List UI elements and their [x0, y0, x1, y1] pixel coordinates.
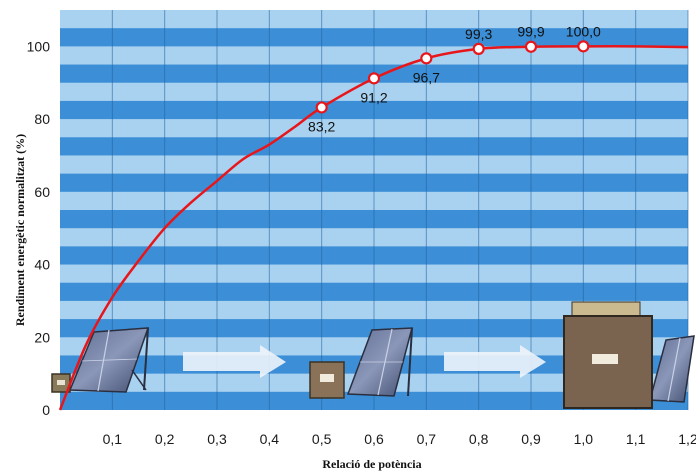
y-axis-label: Rendiment energètic normalitzat (%): [13, 134, 27, 326]
data-point-marker: [315, 101, 328, 114]
x-axis-tick-labels: 0,1 0,2 0,3 0,4 0,5 0,6 0,7 0,8 0,9 1,0 1,1 1,2: [103, 431, 696, 447]
y-tick-label: 0: [42, 402, 50, 418]
data-label: 99,3: [465, 26, 492, 42]
x-tick-label: 1,2: [678, 431, 696, 447]
data-label: 100,0: [566, 23, 601, 39]
data-point-marker: [577, 40, 590, 53]
x-tick-label: 1,1: [626, 431, 646, 447]
y-tick-label: 100: [27, 38, 51, 54]
arrow-right-icon: [444, 345, 546, 378]
data-label: 91,2: [360, 89, 387, 105]
x-tick-label: 0,1: [103, 431, 123, 447]
x-tick-label: 0,6: [364, 431, 384, 447]
x-tick-label: 0,3: [207, 431, 227, 447]
data-point-marker: [367, 72, 381, 85]
x-tick-label: 0,7: [417, 431, 437, 447]
x-tick-label: 1,0: [574, 431, 594, 447]
data-point-marker: [524, 40, 538, 53]
data-label: 99,9: [517, 24, 544, 40]
x-axis-label: Relació de potència: [322, 457, 421, 471]
y-tick-label: 20: [34, 329, 50, 345]
data-point-marker: [472, 42, 485, 56]
y-tick-label: 40: [34, 257, 50, 273]
vertical-gridlines: [111, 10, 689, 410]
x-tick-label: 0,4: [260, 431, 280, 447]
solar-panel-medium-inverter-icon: [309, 327, 413, 399]
x-tick-label: 0,9: [521, 431, 541, 447]
data-label: 96,7: [413, 69, 440, 85]
y-tick-label: 80: [34, 111, 50, 127]
x-tick-label: 0,2: [155, 431, 175, 447]
solar-panel-large-inverter-icon: [563, 301, 695, 409]
y-axis-tick-labels: 0 20 40 60 80 100: [27, 38, 51, 418]
y-tick-label: 60: [34, 184, 50, 200]
x-tick-label: 0,8: [469, 431, 489, 447]
data-label: 83,2: [308, 118, 335, 134]
data-points: 83,2 91,2 96,7 99,3 99,9 100,0: [308, 23, 601, 134]
arrow-right-icon: [183, 345, 286, 378]
data-point-marker: [420, 52, 433, 65]
x-tick-label: 0,5: [312, 431, 332, 447]
solar-panel-small-inverter-icon: [51, 327, 150, 393]
